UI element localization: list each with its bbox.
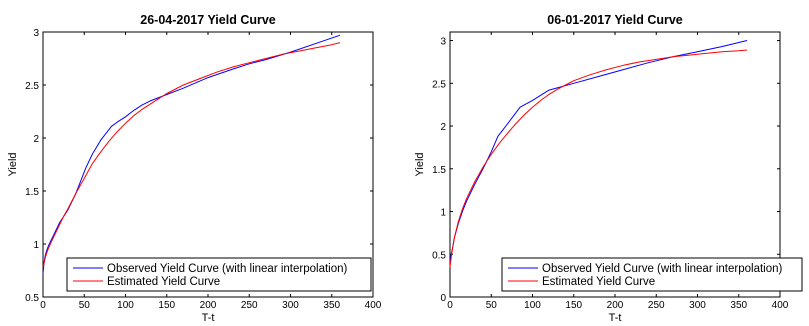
y-tick-label: 2 <box>33 134 39 145</box>
y-tick-label: 1.5 <box>432 165 446 176</box>
x-tick-label: 200 <box>200 300 217 311</box>
plot-frame <box>449 31 781 298</box>
x-tick-label: 150 <box>565 300 582 311</box>
y-tick-label: 0.5 <box>432 250 446 261</box>
x-tick-label: 350 <box>323 300 340 311</box>
x-tick-label: 400 <box>365 300 382 311</box>
x-tick-label: 0 <box>40 300 46 311</box>
x-tick-label: 50 <box>486 300 498 311</box>
observed-yield-curve-line <box>42 34 341 274</box>
y-tick-label: 2 <box>440 122 446 133</box>
y-axis-label: Yield <box>7 152 19 176</box>
x-tick-label: 300 <box>689 300 706 311</box>
legend: Observed Yield Curve (with linear interp… <box>66 257 372 292</box>
chart-title: 06-01-2017 Yield Curve <box>547 13 683 27</box>
x-tick-label: 200 <box>607 300 624 311</box>
x-tick-label: 100 <box>117 300 134 311</box>
y-tick-label: 1.5 <box>25 187 39 198</box>
x-tick-label: 50 <box>79 300 91 311</box>
y-tick-label: 2.5 <box>25 81 39 92</box>
plot-frame <box>42 31 374 298</box>
x-axis-label: T-t <box>609 312 622 324</box>
estimated-yield-curve-line <box>449 49 748 268</box>
chart-26-04-2017: 26-04-2017 Yield Curve 0 50 100 150 200 250 300… <box>7 13 382 324</box>
legend-label: Observed Yield Curve (with linear interp… <box>107 263 348 275</box>
estimated-yield-curve-line <box>42 42 341 268</box>
y-tick-label: 1 <box>440 208 446 219</box>
legend-box <box>501 257 803 292</box>
x-tick-label: 350 <box>730 300 747 311</box>
x-tick-label: 400 <box>772 300 789 311</box>
legend-label: Estimated Yield Curve <box>542 276 655 288</box>
legend-box <box>66 257 372 292</box>
chart-title: 26-04-2017 Yield Curve <box>140 13 276 27</box>
x-tick-label: 100 <box>524 300 541 311</box>
y-tick-label: 3 <box>440 37 446 48</box>
x-tick-label: 250 <box>241 300 258 311</box>
y-axis-label: Yield <box>414 152 426 176</box>
x-tick-label: 0 <box>447 300 453 311</box>
legend: Observed Yield Curve (with linear interp… <box>501 257 803 292</box>
legend-label: Estimated Yield Curve <box>107 276 220 288</box>
x-axis-label: T-t <box>202 312 215 324</box>
y-tick-label: 1 <box>33 240 39 251</box>
x-tick-label: 150 <box>158 300 175 311</box>
x-tick-label: 300 <box>282 300 299 311</box>
y-tick-label: 2.5 <box>432 79 446 90</box>
legend-label: Observed Yield Curve (with linear interp… <box>542 263 783 275</box>
y-tick-label: 0 <box>440 293 446 304</box>
x-tick-label: 250 <box>648 300 665 311</box>
y-tick-label: 3 <box>33 28 39 39</box>
y-tick-label: 0.5 <box>25 293 39 304</box>
